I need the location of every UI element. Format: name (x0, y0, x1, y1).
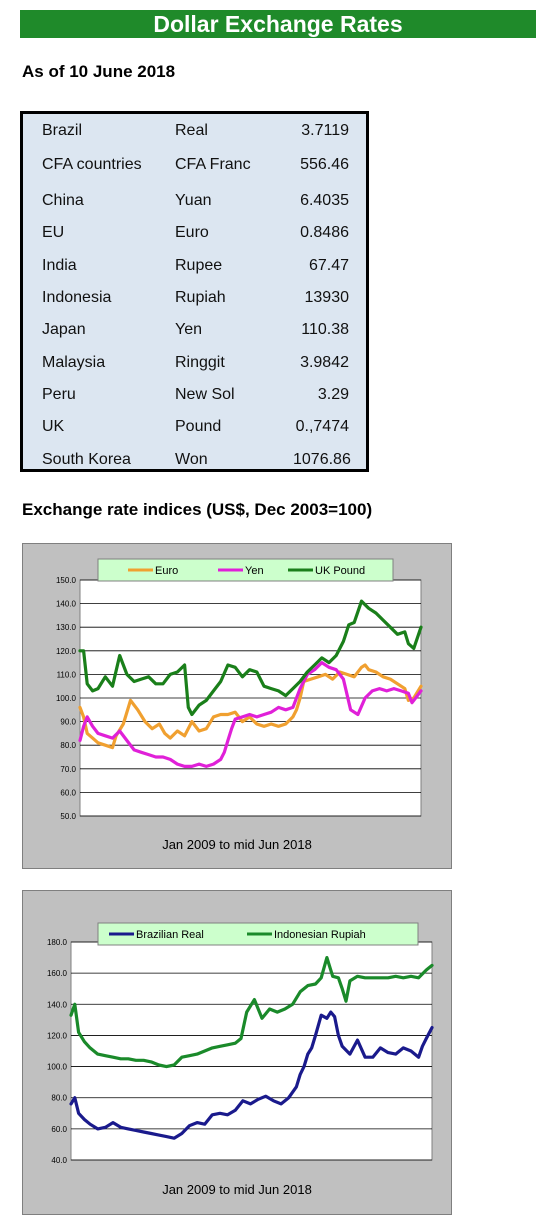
rate-row: India Rupee 67.47 (23, 257, 366, 281)
rate-currency: Rupee (175, 257, 223, 274)
rate-value: 0.,7474 (295, 418, 349, 435)
rate-currency: Euro (175, 224, 209, 241)
y-tick-label: 80.0 (51, 1094, 67, 1103)
y-tick-label: 140.0 (56, 600, 77, 609)
rate-value: 110.38 (301, 321, 349, 338)
rate-currency: New Sol (175, 386, 235, 403)
rate-row: UK Pound 0.,7474 (23, 418, 366, 442)
rates-table: Brazil Real 3.7119 CFA countries CFA Franc 55… (20, 111, 369, 472)
rate-value: 13930 (304, 289, 350, 306)
rate-value: 67.47 (308, 257, 349, 274)
rate-value: 3.9842 (300, 354, 349, 371)
rate-country: China (42, 192, 84, 209)
rate-country: EU (42, 224, 65, 241)
rate-row: China Yuan 6.4035 (23, 192, 366, 216)
y-tick-label: 120.0 (47, 1031, 68, 1040)
rate-currency: Pound (175, 418, 222, 435)
y-tick-label: 40.0 (51, 1156, 67, 1165)
rate-currency: Yuan (175, 192, 212, 209)
legend-label: Brazilian Real (136, 929, 204, 941)
rate-country: Peru (42, 386, 76, 403)
rate-currency: Won (175, 451, 208, 468)
y-tick-label: 140.0 (47, 1000, 68, 1009)
rate-value: 1076.86 (293, 451, 351, 468)
chart-major-currencies: 150.0 140.0 130.0 120.0 110.0 100.0 90.0 80.0 70… (22, 543, 452, 869)
series-line (78, 599, 423, 717)
legend-label: Indonesian Rupiah (274, 929, 366, 941)
y-tick-label: 80.0 (60, 741, 76, 750)
legend-label: UK Pound (315, 565, 365, 577)
y-tick-label: 60.0 (60, 788, 76, 797)
y-tick-label: 180.0 (47, 938, 68, 947)
rate-country: Brazil (42, 122, 83, 139)
rate-country: Malaysia (42, 354, 106, 371)
y-tick-label: 160.0 (47, 969, 68, 978)
rate-row: Brazil Real 3.7119 (23, 122, 366, 146)
rate-row: EU Euro 0.8486 (23, 224, 366, 248)
chart-major-currencies-svg: 150.0 140.0 130.0 120.0 110.0 100.0 90.0 80.0 70… (56, 558, 423, 821)
rate-row: Malaysia Ringgit 3.9842 (23, 354, 366, 378)
rate-value: 0.8486 (300, 224, 349, 241)
rate-country: UK (42, 418, 65, 435)
chart-emerging-currencies: 180.0 160.0 140.0 120.0 100.0 80.0 60.0 40.0 Bra… (22, 890, 452, 1215)
rate-value: 556.46 (300, 156, 349, 173)
series-line (69, 955, 434, 1069)
rate-row: South Korea Won 1076.86 (23, 451, 366, 475)
y-tick-label: 50.0 (60, 812, 76, 821)
rate-currency: CFA Franc (175, 156, 251, 173)
y-tick-label: 120.0 (56, 647, 77, 656)
y-tick-label: 100.0 (56, 694, 77, 703)
y-tick-label: 70.0 (60, 765, 76, 774)
rate-currency: Yen (175, 321, 202, 338)
rate-currency: Ringgit (175, 354, 225, 371)
y-tick-label: 60.0 (51, 1125, 67, 1134)
chart-emerging-currencies-xlabel: Jan 2009 to mid Jun 2018 (162, 1182, 312, 1197)
rate-row: Japan Yen 110.38 (23, 321, 366, 345)
rate-currency: Rupiah (175, 289, 226, 306)
rate-value: 6.4035 (300, 192, 349, 209)
chart-emerging-currencies-svg: 180.0 160.0 140.0 120.0 100.0 80.0 60.0 40.0 Bra… (47, 922, 434, 1165)
legend-label: Euro (155, 565, 178, 577)
rate-country: Indonesia (42, 289, 112, 306)
chart-major-currencies-xlabel: Jan 2009 to mid Jun 2018 (162, 837, 312, 852)
rate-value: 3.29 (317, 386, 349, 403)
rate-country: India (42, 257, 77, 274)
rate-country: Japan (42, 321, 86, 338)
y-tick-label: 110.0 (57, 670, 77, 679)
rate-row: CFA countries CFA Franc 556.46 (23, 156, 366, 180)
series-line (78, 663, 423, 750)
rate-country: South Korea (42, 451, 131, 468)
rate-country: CFA countries (42, 156, 142, 173)
page-banner: Dollar Exchange Rates (20, 10, 536, 38)
legend-label: Yen (245, 565, 264, 577)
rate-row: Indonesia Rupiah 13930 (23, 289, 366, 313)
legend (97, 558, 394, 582)
rate-value: 3.7119 (301, 122, 349, 139)
indices-title: Exchange rate indices (US$, Dec 2003=100… (22, 500, 373, 519)
series-line (78, 660, 423, 768)
y-tick-label: 90.0 (60, 718, 76, 727)
y-tick-label: 130.0 (56, 623, 77, 632)
as-of-date: As of 10 June 2018 (22, 62, 176, 81)
rate-row: Peru New Sol 3.29 (23, 386, 366, 410)
series-line (69, 1010, 434, 1140)
rate-currency: Real (175, 122, 208, 139)
y-tick-label: 150.0 (56, 576, 77, 585)
y-tick-label: 100.0 (47, 1063, 68, 1072)
